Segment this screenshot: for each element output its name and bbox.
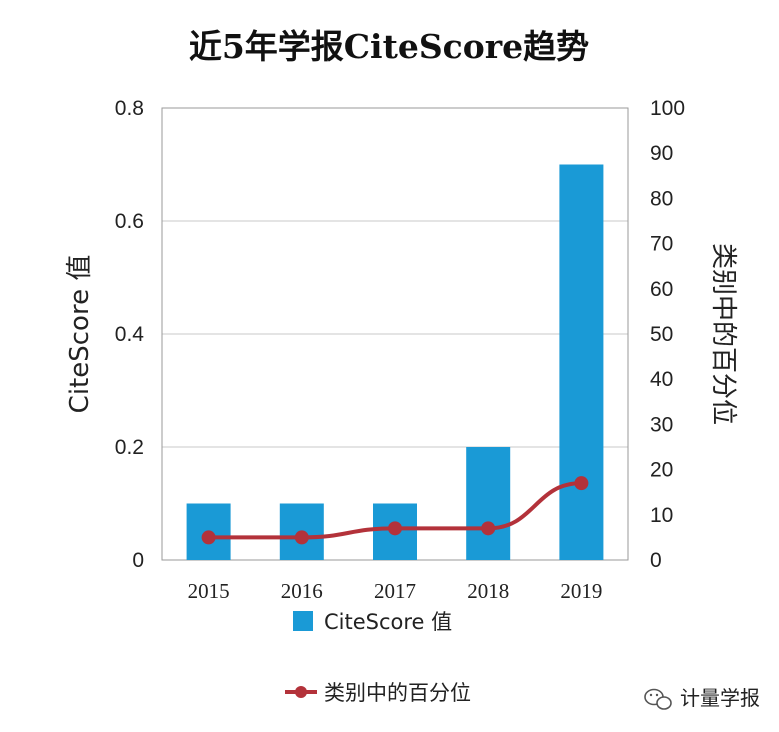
y-tick-label-left: 0.4 <box>115 323 145 346</box>
x-tick-label: 2016 <box>281 579 323 603</box>
y-tick-label-left: 0.8 <box>115 97 144 120</box>
y-tick-label-right: 20 <box>650 459 673 482</box>
y-tick-label-right: 70 <box>650 233 673 256</box>
line-point <box>388 521 402 536</box>
x-tick-label: 2019 <box>560 579 602 603</box>
y-axis-left-title: CiteScore 值 <box>65 255 95 414</box>
y-tick-label-right: 0 <box>650 549 662 572</box>
legend-bar-swatch <box>293 611 313 631</box>
y-tick-label-left: 0 <box>132 549 144 572</box>
bar <box>466 447 511 560</box>
line-point <box>201 530 216 545</box>
y-tick-label-right: 40 <box>650 368 673 391</box>
chart-title: 近5年学报CiteScore趋势 <box>189 27 589 66</box>
y-axis-left: 0 0.2 0.4 0.6 0.8 <box>115 97 145 572</box>
x-tick-label: 2015 <box>188 579 230 603</box>
line-series <box>201 476 589 545</box>
y-tick-label-right: 50 <box>650 323 673 346</box>
x-tick-label: 2017 <box>374 579 416 603</box>
wechat-icon <box>644 688 672 710</box>
x-tick-label: 2018 <box>467 579 509 603</box>
x-axis: 2015 2016 2017 2018 2019 <box>188 579 603 603</box>
watermark-text: 计量学报 <box>680 686 760 710</box>
y-tick-label-left: 0.2 <box>115 436 144 459</box>
line-point <box>574 476 589 491</box>
y-tick-label-right: 80 <box>650 187 673 210</box>
y-tick-label-left: 0.6 <box>115 210 144 233</box>
y-tick-label-right: 30 <box>650 413 673 436</box>
legend: CiteScore 值 类别中的百分位 <box>285 610 471 705</box>
legend-bar-label: CiteScore 值 <box>324 610 452 634</box>
y-axis-right-title: 类别中的百分位 <box>708 243 738 425</box>
y-tick-label-right: 60 <box>650 278 673 301</box>
line-point <box>481 521 496 536</box>
y-tick-label-right: 100 <box>650 97 685 120</box>
legend-line-marker <box>295 686 307 698</box>
legend-line-label: 类别中的百分位 <box>324 681 471 705</box>
y-tick-label-right: 90 <box>650 142 673 165</box>
y-tick-label-right: 10 <box>650 504 673 527</box>
line-point <box>294 530 309 545</box>
y-axis-right: 0 10 20 30 40 50 60 70 80 90 100 <box>650 97 685 572</box>
watermark: 计量学报 <box>644 686 760 710</box>
bar <box>559 164 604 560</box>
grid <box>162 107 628 561</box>
